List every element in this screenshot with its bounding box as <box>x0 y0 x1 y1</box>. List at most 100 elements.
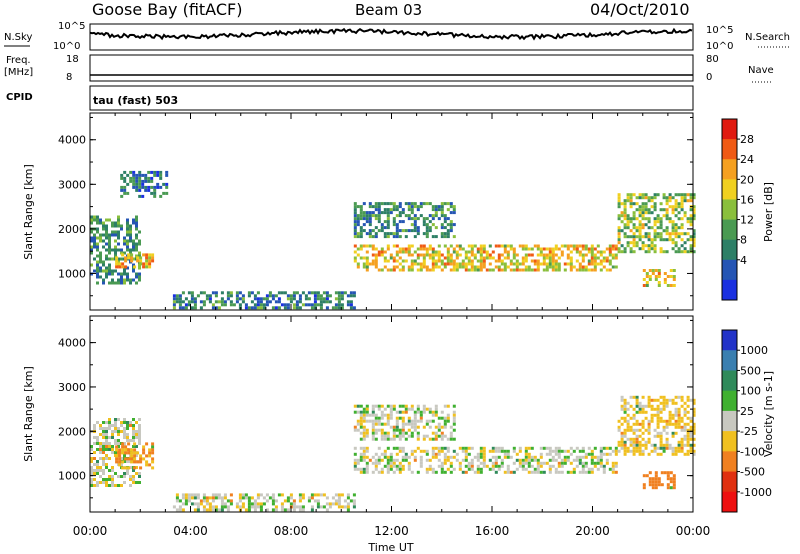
velocity-cell <box>377 446 381 450</box>
velocity-cell <box>620 443 624 447</box>
power-cell <box>672 269 676 272</box>
velocity-cell <box>127 451 131 455</box>
velocity-cell <box>365 431 369 435</box>
velocity-cell <box>515 467 519 471</box>
velocity-cell <box>635 410 639 414</box>
power-cell <box>665 202 669 206</box>
velocity-cell <box>662 446 666 450</box>
power-cell <box>584 268 588 272</box>
power-cell <box>99 257 102 261</box>
velocity-cell <box>316 493 320 497</box>
velocity-cell <box>443 452 447 456</box>
velocity-cell <box>647 431 651 435</box>
power-cell <box>108 272 111 276</box>
velocity-cell <box>117 442 120 445</box>
velocity-cell <box>587 470 591 474</box>
velocity-cell <box>90 469 93 472</box>
power-cell <box>147 188 151 192</box>
velocity-cell <box>142 457 146 461</box>
power-cell <box>142 265 146 269</box>
velocity-cell <box>632 443 636 447</box>
velocity-cell <box>551 464 555 468</box>
power-cell <box>208 297 212 301</box>
velocity-cell <box>105 448 108 451</box>
power-cell <box>449 205 453 209</box>
velocity-cell <box>295 505 299 509</box>
power-cell <box>395 214 399 218</box>
power-cell <box>689 223 693 227</box>
power-cell <box>90 245 93 249</box>
power-cell <box>689 214 693 218</box>
velocity-cell <box>593 461 597 465</box>
velocity-cell <box>352 505 356 509</box>
velocity-cell <box>136 451 140 455</box>
velocity-cell <box>271 493 275 497</box>
power-cell <box>642 269 646 272</box>
velocity-cell <box>389 437 393 441</box>
velocity-cell <box>692 407 696 411</box>
velocity-cell <box>353 446 357 450</box>
power-cell <box>132 182 136 186</box>
power-cell <box>683 196 687 200</box>
velocity-cell <box>259 508 263 512</box>
power-cell <box>340 306 344 310</box>
velocity-cell <box>151 466 155 470</box>
power-cell <box>434 235 438 239</box>
velocity-cell <box>470 458 474 462</box>
power-cell <box>536 265 540 269</box>
power-cell <box>626 226 630 230</box>
colorbar-swatch <box>722 471 737 493</box>
velocity-cell <box>554 470 558 474</box>
velocity-cell <box>383 434 387 438</box>
power-cell <box>145 259 149 263</box>
velocity-cell <box>506 470 510 474</box>
power-cell <box>96 263 99 267</box>
power-cell <box>117 224 120 228</box>
power-cell <box>310 306 314 310</box>
velocity-cell <box>593 464 597 468</box>
velocity-cell <box>105 430 108 433</box>
power-cell <box>647 226 651 230</box>
velocity-cell <box>343 505 347 509</box>
velocity-colorbar-label: Velocity [m s-1] <box>762 371 775 457</box>
velocity-cell <box>641 449 645 453</box>
power-cell <box>413 226 417 230</box>
power-cell <box>662 193 666 197</box>
velocity-cell <box>620 422 624 426</box>
power-cell <box>386 223 390 227</box>
power-cell <box>503 268 507 272</box>
power-cell <box>470 262 474 266</box>
velocity-cell <box>605 458 609 462</box>
velocity-cell <box>666 477 670 481</box>
velocity-cell <box>90 481 93 484</box>
velocity-cell <box>626 449 630 453</box>
power-cell <box>638 214 642 218</box>
velocity-cell <box>653 413 657 417</box>
power-cell <box>581 247 585 251</box>
velocity-cell <box>346 496 350 500</box>
power-cell <box>494 265 498 269</box>
power-cell <box>353 226 357 230</box>
power-cell <box>365 262 369 266</box>
velocity-cell <box>557 464 561 468</box>
power-cell <box>123 281 126 285</box>
velocity-cell <box>316 502 320 506</box>
power-cell <box>638 238 642 242</box>
velocity-cell <box>452 428 456 432</box>
velocity-cell <box>536 467 540 471</box>
power-cell <box>99 269 102 273</box>
velocity-cell <box>389 455 393 459</box>
power-cell <box>632 223 636 227</box>
power-cell <box>617 238 621 242</box>
velocity-cell <box>672 480 676 484</box>
power-cell <box>359 205 363 209</box>
power-cell <box>313 303 317 307</box>
power-cell <box>389 208 393 212</box>
velocity-cell <box>590 461 594 465</box>
velocity-cell <box>362 446 366 450</box>
velocity-cell <box>328 502 332 506</box>
power-cell <box>425 226 429 230</box>
power-cell <box>340 294 344 298</box>
power-cell <box>647 250 651 254</box>
velocity-cell <box>114 418 117 421</box>
